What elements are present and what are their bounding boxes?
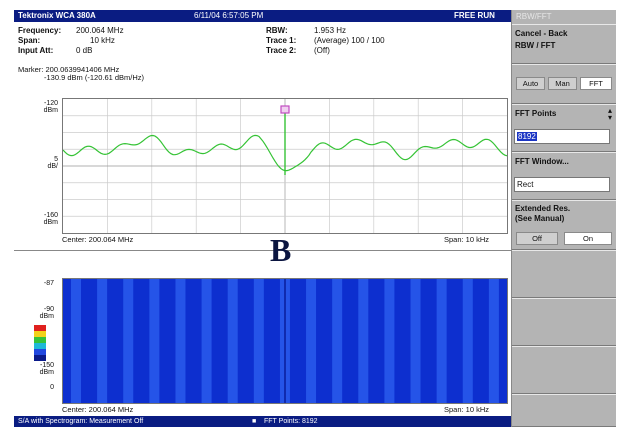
spectrogram-stripe bbox=[175, 279, 186, 403]
spectrum-svg bbox=[62, 99, 508, 233]
empty-menu-slot-4 bbox=[512, 394, 616, 427]
extended-res-off[interactable]: Off bbox=[516, 232, 558, 245]
extended-res-item: Extended Res. (See Manual) Off On bbox=[512, 200, 616, 250]
spectrogram-svg bbox=[63, 279, 507, 403]
spectrogram-stripe bbox=[71, 279, 81, 403]
status-bar: S/A with Spectrogram: Measurement Off ■ … bbox=[14, 416, 511, 427]
spectrogram-stripe bbox=[436, 279, 447, 403]
extended-res-label: Extended Res. bbox=[515, 204, 571, 213]
frequency-label: Frequency: bbox=[18, 26, 62, 35]
instrument-brand: Tektronix WCA 380A bbox=[18, 11, 96, 20]
y-top-label: -120 dBm bbox=[43, 100, 58, 114]
y-bottom-label: -160 dBm bbox=[43, 212, 58, 226]
span-label: Span: bbox=[18, 36, 41, 45]
marker-level: -130.9 dBm (-120.61 dBm/Hz) bbox=[44, 73, 145, 82]
fft-points-input[interactable]: 8192 bbox=[514, 129, 610, 144]
input-att-label: Input Att: bbox=[18, 46, 54, 55]
spectrogram-stripe bbox=[253, 279, 264, 403]
fft-points-value: 8192 bbox=[517, 132, 537, 141]
status-measurement: S/A with Spectrogram: Measurement Off bbox=[18, 418, 144, 425]
marker-icon[interactable] bbox=[280, 105, 290, 114]
spectrogram-stripe bbox=[149, 279, 160, 403]
settings-readout: Frequency: 200.064 MHz Span: 10 kHz Inpu… bbox=[14, 22, 511, 65]
fft-window-label: FFT Window... bbox=[515, 157, 569, 166]
empty-menu-slot-1 bbox=[512, 250, 616, 298]
spectrogram-center: Center: 200.064 MHz bbox=[62, 405, 134, 414]
spectrogram-stripe bbox=[201, 279, 212, 403]
spectrogram-y-zero: 0 bbox=[50, 384, 54, 391]
spectrum-plot bbox=[62, 98, 508, 234]
spectrogram-stripe bbox=[410, 279, 421, 403]
marker-frequency: Marker: 200.0639941406 MHz bbox=[18, 65, 120, 74]
spectrogram-stripe bbox=[123, 279, 134, 403]
spectrum-view: Marker: 200.0639941406 MHz -130.9 dBm (-… bbox=[14, 64, 511, 251]
y-scale-label: 5 dB/ bbox=[47, 156, 58, 170]
spectrogram-y-mid: -90 dBm bbox=[39, 306, 54, 320]
color-scale-bar bbox=[34, 325, 46, 361]
rbw-value: 1.953 Hz bbox=[314, 26, 347, 35]
rbw-label: RBW: bbox=[266, 26, 288, 35]
fft-window-field[interactable]: Rect bbox=[514, 177, 610, 192]
spectrum-span: Span: 10 kHz bbox=[444, 235, 490, 244]
input-att-value: 0 dB bbox=[76, 46, 93, 55]
spectrogram-y-bottom: -150 dBm bbox=[39, 362, 54, 376]
fft-window-item[interactable]: FFT Window... Rect bbox=[512, 152, 616, 200]
marker-readout: Marker: 200.0639941406 MHz -130.9 dBm (-… bbox=[18, 66, 144, 82]
cancel-back-button[interactable]: Cancel - Back RBW / FFT bbox=[512, 24, 616, 64]
trigger-mode: FREE RUN bbox=[454, 11, 495, 20]
spectrogram-plot bbox=[62, 278, 508, 404]
panel-letter: B bbox=[270, 232, 292, 268]
status-icon: ■ bbox=[252, 418, 257, 425]
extended-res-note: (See Manual) bbox=[515, 214, 565, 223]
fft-points-label: FFT Points bbox=[515, 109, 557, 118]
fft-option[interactable]: FFT bbox=[580, 77, 612, 90]
trace1-label: Trace 1: bbox=[266, 36, 297, 45]
spectrogram-span: Span: 10 kHz bbox=[444, 405, 490, 414]
man-option[interactable]: Man bbox=[548, 77, 577, 90]
cancel-back-label: Cancel - Back bbox=[515, 29, 568, 38]
status-fft-points: FFT Points: 8192 bbox=[264, 418, 318, 425]
side-menu: RBW/FFT Cancel - Back RBW / FFT Auto Man… bbox=[511, 10, 616, 427]
rbw-fft-label: RBW / FFT bbox=[515, 41, 556, 50]
spectrogram-stripe bbox=[462, 279, 473, 403]
spectrogram-stripe bbox=[358, 279, 369, 403]
spectrogram-stripe bbox=[488, 279, 499, 403]
trace2-value: (Off) bbox=[314, 46, 330, 55]
spectrum-center: Center: 200.064 MHz bbox=[62, 235, 134, 244]
spectrogram-stripe bbox=[384, 279, 395, 403]
datetime: 6/11/04 6:57:05 PM bbox=[194, 11, 264, 20]
spectrogram-stripe bbox=[97, 279, 108, 403]
frequency-value: 200.064 MHz bbox=[76, 26, 124, 35]
auto-option[interactable]: Auto bbox=[516, 77, 545, 90]
menu-title: RBW/FFT bbox=[516, 12, 552, 21]
spectrogram-y-top: -87 bbox=[43, 280, 54, 287]
trace1-value: (Average) 100 / 100 bbox=[314, 36, 385, 45]
spectrogram-stripe bbox=[306, 279, 317, 403]
empty-menu-slot-2 bbox=[512, 298, 616, 346]
empty-menu-slot-3 bbox=[512, 346, 616, 394]
spectrogram-view: -87 -90 dBm -150 dBm 0 Center: 200.064 M… bbox=[14, 270, 511, 416]
extended-res-on[interactable]: On bbox=[564, 232, 612, 245]
spectrogram-stripe bbox=[332, 279, 343, 403]
spinner-arrows-icon[interactable]: ▴ ▾ bbox=[607, 106, 612, 122]
title-bar: Tektronix WCA 380A 6/11/04 6:57:05 PM FR… bbox=[14, 10, 511, 22]
fft-points-item[interactable]: FFT Points ▴ ▾ 8192 bbox=[512, 104, 616, 152]
spectrogram-stripe bbox=[227, 279, 238, 403]
trace2-label: Trace 2: bbox=[266, 46, 297, 55]
span-value: 10 kHz bbox=[90, 36, 115, 45]
rbw-mode-selector: Auto Man FFT bbox=[512, 64, 616, 104]
